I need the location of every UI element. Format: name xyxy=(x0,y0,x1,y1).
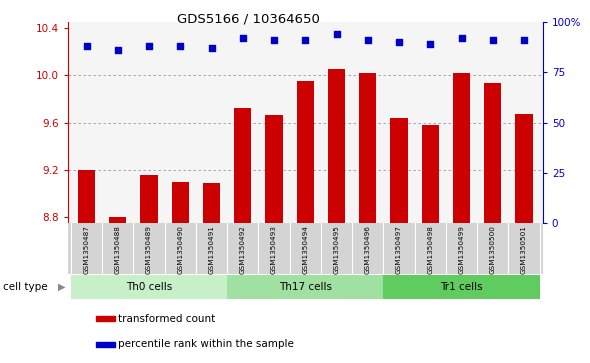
Text: GSM1350500: GSM1350500 xyxy=(490,225,496,274)
Bar xyxy=(516,114,533,223)
Point xyxy=(82,43,91,49)
Text: GSM1350491: GSM1350491 xyxy=(209,225,215,274)
Bar xyxy=(234,108,251,223)
Text: GSM1350493: GSM1350493 xyxy=(271,225,277,274)
Text: Th17 cells: Th17 cells xyxy=(279,282,332,292)
Text: percentile rank within the sample: percentile rank within the sample xyxy=(118,339,294,350)
Point xyxy=(519,37,529,43)
Text: GSM1350490: GSM1350490 xyxy=(178,225,183,274)
Text: GSM1350492: GSM1350492 xyxy=(240,225,246,274)
Text: ▶: ▶ xyxy=(58,282,65,292)
Point xyxy=(457,35,466,41)
Bar xyxy=(422,125,439,223)
Point xyxy=(113,47,123,53)
Point xyxy=(425,41,435,47)
Point xyxy=(394,39,404,45)
Text: Th0 cells: Th0 cells xyxy=(126,282,172,292)
Bar xyxy=(140,175,158,223)
Bar xyxy=(96,317,114,321)
Bar xyxy=(96,342,114,347)
Text: GSM1350488: GSM1350488 xyxy=(115,225,121,274)
Text: GDS5166 / 10364650: GDS5166 / 10364650 xyxy=(177,13,320,26)
Bar xyxy=(297,81,314,223)
Point xyxy=(332,31,341,37)
Text: GSM1350497: GSM1350497 xyxy=(396,225,402,274)
Text: GSM1350499: GSM1350499 xyxy=(458,225,464,274)
Point xyxy=(363,37,372,43)
Bar xyxy=(109,217,126,223)
Point xyxy=(301,37,310,43)
Text: Tr1 cells: Tr1 cells xyxy=(440,282,483,292)
FancyBboxPatch shape xyxy=(71,275,227,299)
Bar xyxy=(328,69,345,223)
Text: GSM1350494: GSM1350494 xyxy=(302,225,309,274)
Text: GSM1350501: GSM1350501 xyxy=(521,225,527,274)
Text: GSM1350487: GSM1350487 xyxy=(84,225,90,274)
Point xyxy=(145,43,154,49)
Bar xyxy=(453,73,470,223)
Bar xyxy=(266,115,283,223)
Bar xyxy=(391,118,408,223)
Text: cell type: cell type xyxy=(3,282,48,292)
Text: transformed count: transformed count xyxy=(118,314,215,323)
Point xyxy=(207,45,217,51)
FancyBboxPatch shape xyxy=(384,275,540,299)
Point xyxy=(238,35,248,41)
Text: GSM1350498: GSM1350498 xyxy=(427,225,433,274)
Point xyxy=(270,37,279,43)
Bar xyxy=(359,73,376,223)
Bar xyxy=(78,170,95,223)
Text: GSM1350495: GSM1350495 xyxy=(333,225,340,274)
Text: GSM1350489: GSM1350489 xyxy=(146,225,152,274)
Text: GSM1350496: GSM1350496 xyxy=(365,225,371,274)
Bar xyxy=(484,83,502,223)
FancyBboxPatch shape xyxy=(227,275,384,299)
Bar xyxy=(172,182,189,223)
Bar xyxy=(203,183,220,223)
Point xyxy=(488,37,497,43)
Point xyxy=(176,43,185,49)
